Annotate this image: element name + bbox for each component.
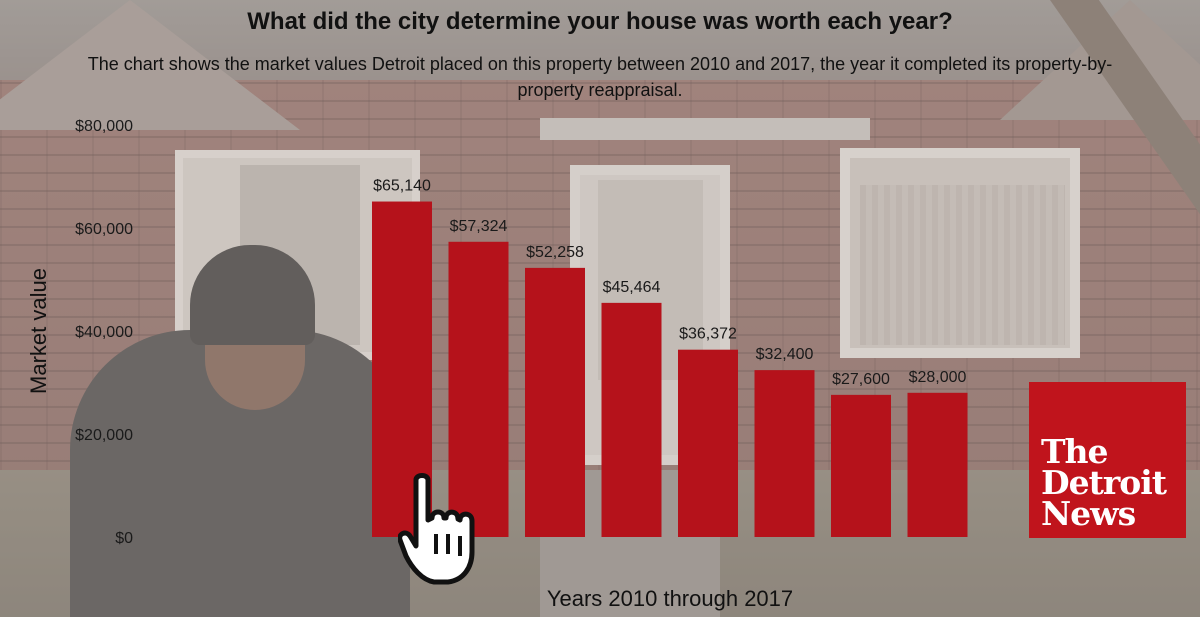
- bar-value-label: $65,140: [373, 178, 431, 195]
- bar-value-labels: $65,140 $57,324 $52,258 $45,464 $36,372 $32,4…: [373, 178, 966, 388]
- logo-wordmark: The Detroit News: [1041, 432, 1167, 533]
- bar-value-label: $45,464: [603, 279, 661, 296]
- bar-2016[interactable]: [831, 394, 891, 537]
- bar-2011[interactable]: [448, 241, 509, 537]
- bar-2012[interactable]: [525, 267, 585, 537]
- chart-subtitle: The chart shows the market values Detroi…: [87, 54, 1113, 100]
- x-axis-label: Years 2010 through 2017: [546, 586, 794, 611]
- background-person-hat: [190, 245, 315, 345]
- bar-2013[interactable]: [601, 302, 662, 537]
- bar-value-label: $36,372: [679, 326, 737, 343]
- y-axis-label: Market value: [26, 268, 51, 394]
- y-tick-label: $20,000: [75, 427, 133, 444]
- background-roof-left: [0, 0, 300, 130]
- bar-value-label: $28,000: [909, 369, 967, 386]
- bar-2014[interactable]: [678, 349, 738, 537]
- y-tick-label: $40,000: [75, 324, 133, 341]
- y-tick-label: $80,000: [75, 118, 133, 135]
- background-window-right-blinds: [860, 185, 1065, 345]
- y-axis-ticks: $0 $20,000 $40,000 $60,000 $80,000: [75, 118, 133, 547]
- bar-value-label: $27,600: [832, 371, 890, 388]
- detroit-news-logo[interactable]: The Detroit News: [1029, 382, 1186, 538]
- hand-pointer-icon: [398, 473, 475, 585]
- bar-value-label: $57,324: [450, 218, 508, 235]
- bar-value-label: $32,400: [756, 346, 814, 363]
- bar-value-label: $52,258: [526, 244, 584, 261]
- y-tick-label: $60,000: [75, 221, 133, 238]
- chart-title: What did the city determine your house w…: [247, 8, 953, 35]
- bar-2015[interactable]: [754, 370, 815, 537]
- bar-2017[interactable]: [907, 392, 968, 537]
- background-porch-eave: [540, 118, 870, 140]
- y-tick-label: $0: [115, 530, 133, 547]
